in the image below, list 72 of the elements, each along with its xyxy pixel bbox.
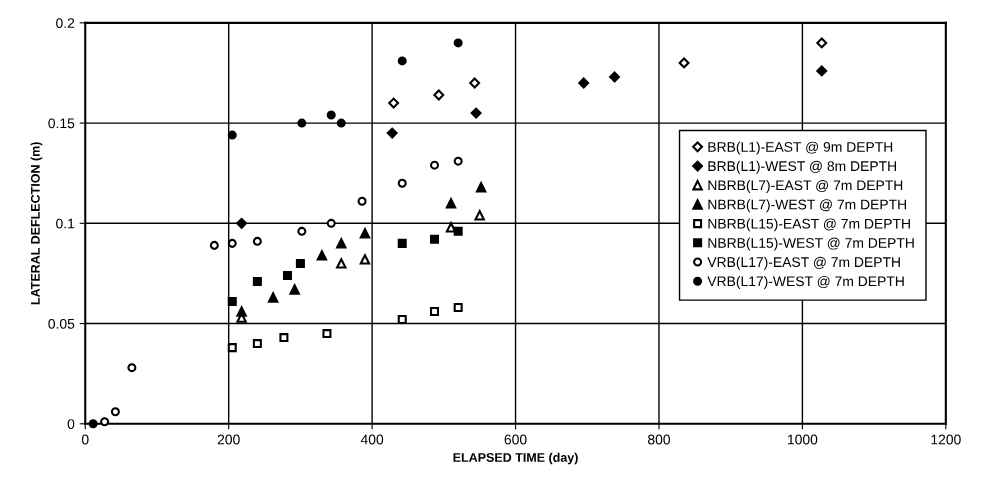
point [252,339,262,349]
point [297,118,307,128]
point [252,276,262,286]
x-tick-label: 400 [360,434,384,445]
legend-label: NBRB(L15)-WEST @ 7m DEPTH [708,237,914,251]
point [469,77,481,89]
x-tick-label: 1000 [788,434,818,445]
point [445,198,457,209]
y-tick-label: 0.2 [56,18,75,29]
point [357,196,367,206]
x-tick-label: 800 [647,434,671,445]
point [336,258,347,269]
point [316,250,328,261]
point [227,343,237,353]
point [88,419,98,429]
point [127,363,137,373]
y-tick-label: 0.15 [48,118,75,129]
point [227,296,237,307]
point [209,240,219,250]
x-tick-label: 0 [81,434,89,445]
legend-label: NBRB(L7)-WEST @ 7m DEPTH [708,199,907,213]
point [236,306,247,317]
y-tick-label: 0.1 [56,218,75,229]
point [433,89,445,101]
point [429,160,440,170]
point [227,130,237,140]
point [578,77,590,89]
x-axis-title: ELAPSED TIME (day) [453,452,578,465]
point [816,37,828,49]
x-tick-label: 200 [217,434,240,445]
point [359,254,371,265]
point [397,56,407,66]
point [326,218,336,228]
point [326,110,336,120]
y-axis-title: LATERAL DEFLECTION (m) [30,142,43,305]
point [429,307,440,317]
legend-label: NBRB(L7)-EAST @ 7m DEPTH [708,180,903,193]
point [678,57,690,69]
point [470,107,482,119]
point [236,217,248,229]
point [289,284,300,295]
point [282,270,292,280]
point [397,238,407,248]
point [453,226,463,236]
legend-label: VRB(L17)-EAST @ 7m DEPTH [707,256,900,270]
point [388,97,400,109]
point [295,258,305,268]
point [279,333,289,343]
point [267,292,279,303]
point [609,71,620,83]
legend-label: VRB(L17)-WEST @ 7m DEPTH [707,276,904,289]
legend-label: NBRB(L15)-EAST @ 7m DEPTH [708,218,910,232]
point [453,38,463,48]
point [100,417,110,427]
y-tick-label: 0 [67,419,75,429]
point [397,178,407,188]
point [322,329,332,339]
point [110,407,120,417]
point [252,236,262,246]
point [453,303,463,313]
legend-label: BRB(L1)-EAST @ 9m DEPTH [708,141,893,155]
x-tick-label: 600 [504,434,527,445]
x-tick-label: 1200 [931,434,961,445]
legend-label: BRB(L1)-WEST @ 8m DEPTH [708,160,896,174]
point [297,226,307,236]
point [429,234,440,244]
point [336,118,346,128]
point [386,127,398,139]
y-tick-label: 0.05 [48,318,75,329]
point [227,238,237,248]
point [453,156,463,166]
point [816,65,828,77]
